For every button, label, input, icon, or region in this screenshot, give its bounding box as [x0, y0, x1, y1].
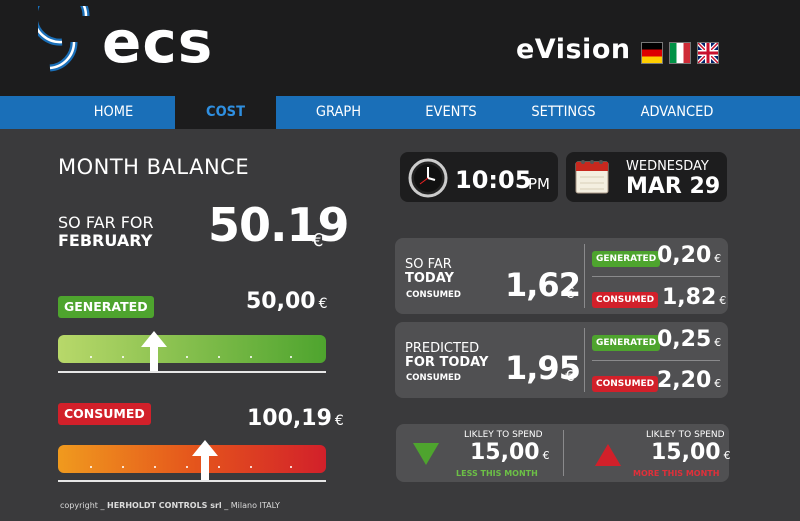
likely-less-sub: LESS THIS MONTH [456, 469, 538, 478]
uk-flag-icon[interactable] [697, 42, 719, 64]
tab-cost[interactable]: COST [175, 96, 276, 129]
predicted-generated-currency: € [714, 336, 722, 349]
today-consumed-amount: 1,82 € [662, 285, 726, 310]
clock-ampm: PM [528, 175, 550, 193]
de-flag-icon[interactable] [641, 42, 663, 64]
today-amount: 1,62 [505, 266, 581, 304]
predicted-generated-amount: 0,25 € [657, 327, 721, 352]
likely-less-currency: € [542, 449, 550, 462]
so-far-label: SO FAR FOR FEBRUARY [58, 214, 154, 250]
predicted-h-divider [592, 360, 720, 361]
today-consumed-badge: CONSUMED [592, 292, 659, 308]
likely-less-label: LIKLEY TO SPEND [464, 430, 543, 440]
today-label-line1: SO FAR [405, 257, 452, 272]
tab-settings[interactable]: SETTINGS [531, 104, 596, 120]
generated-month-amount: 50,00 € [246, 289, 328, 314]
today-generated-currency: € [714, 252, 722, 265]
predicted-consumed-amount: 2,20 € [657, 368, 721, 393]
likely-spend-panel [396, 424, 729, 482]
it-flag-icon[interactable] [669, 42, 691, 64]
today-consumed-value: 1,82 [662, 285, 717, 310]
copyright-company: HERHOLDT CONTROLS srl [107, 501, 222, 510]
generated-month-value: 50,00 [246, 289, 316, 314]
predicted-amount: 1,95 [505, 349, 581, 387]
predicted-consumed-currency: € [714, 377, 722, 390]
predicted-consumed-badge: CONSUMED [592, 376, 659, 392]
today-generated-value: 0,20 [657, 243, 712, 268]
likely-less-value: 15,00 [470, 440, 540, 465]
likely-more-currency: € [723, 449, 731, 462]
up-triangle-icon [595, 444, 621, 466]
tab-graph[interactable]: GRAPH [315, 104, 362, 120]
month-balance-currency: € [312, 230, 324, 251]
clock-icon [408, 158, 448, 198]
down-triangle-icon [413, 443, 439, 465]
predicted-divider [584, 328, 585, 392]
consumed-badge: CONSUMED [58, 403, 151, 425]
likely-more-value: 15,00 [651, 440, 721, 465]
today-generated-badge: GENERATED [592, 251, 661, 267]
today-generated-amount: 0,20 € [657, 243, 721, 268]
today-divider [584, 244, 585, 308]
consumed-level-arrow-icon [192, 440, 219, 480]
predicted-label-line1: PREDICTED [405, 341, 480, 356]
likely-more-amount: 15,00 € [651, 440, 731, 465]
likely-divider [563, 430, 564, 476]
month-balance-amount: 50.19 [208, 198, 350, 252]
calendar-date: MAR 29 [626, 174, 721, 199]
generated-month-currency: € [318, 296, 328, 312]
app-title: eVision [516, 34, 631, 65]
calendar-icon [575, 160, 609, 194]
predicted-currency: € [565, 367, 575, 385]
calendar-weekday: WEDNESDAY [626, 159, 709, 174]
copyright-prefix: copyright _ [60, 501, 105, 510]
predicted-label-line2: FOR TODAY [405, 355, 489, 370]
tab-home[interactable]: HOME [93, 104, 134, 120]
so-far-for-text: SO FAR FOR [58, 213, 154, 232]
generated-progress-bar [58, 335, 326, 363]
logo-mark-icon [38, 6, 90, 72]
predicted-consumed-value: 2,20 [657, 368, 712, 393]
generated-level-arrow-icon [141, 331, 168, 371]
month-balance-title: MONTH BALANCE [58, 155, 250, 179]
likely-less-amount: 15,00 € [470, 440, 550, 465]
consumed-month-currency: € [334, 413, 344, 429]
today-label-line2: TODAY [405, 271, 454, 286]
predicted-generated-badge: GENERATED [592, 335, 661, 351]
copyright-suffix: _ Milano ITALY [224, 501, 280, 510]
generated-badge: GENERATED [58, 296, 154, 318]
today-label: SO FAR TODAY [405, 258, 454, 286]
ecs-logo: ecs [38, 6, 228, 78]
today-currency: € [565, 284, 575, 302]
today-h-divider [592, 276, 720, 277]
generated-bar-baseline [58, 371, 326, 373]
tab-advanced[interactable]: ADVANCED [640, 104, 714, 120]
consumed-bar-baseline [58, 480, 326, 482]
consumed-progress-bar [58, 445, 326, 473]
main-nav: HOME COST GRAPH EVENTS SETTINGS ADVANCED [0, 96, 800, 129]
consumed-bar-ticks [58, 466, 326, 476]
today-sub-label: CONSUMED [406, 290, 461, 300]
consumed-month-amount: 100,19 € [247, 406, 344, 431]
copyright-text: copyright _ HERHOLDT CONTROLS srl _ Mila… [60, 501, 280, 510]
likely-more-sub: MORE THIS MONTH [633, 469, 720, 478]
tab-events[interactable]: EVENTS [425, 104, 477, 120]
month-name: FEBRUARY [58, 231, 153, 250]
today-consumed-currency: € [719, 294, 727, 307]
predicted-sub-label: CONSUMED [406, 373, 461, 383]
likely-more-label: LIKLEY TO SPEND [646, 430, 725, 440]
logo-text: ecs [102, 8, 214, 76]
predicted-generated-value: 0,25 [657, 327, 712, 352]
header: ecs eVision [0, 0, 800, 96]
clock-time: 10:05 [455, 166, 532, 194]
generated-bar-ticks [58, 356, 326, 366]
predicted-label: PREDICTED FOR TODAY [405, 342, 488, 370]
consumed-month-value: 100,19 [247, 406, 332, 431]
